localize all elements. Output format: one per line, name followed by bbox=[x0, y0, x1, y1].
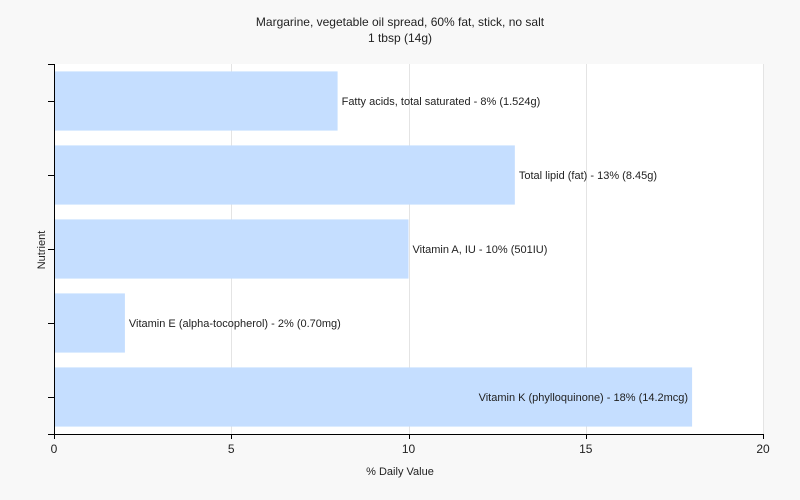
bar bbox=[54, 219, 409, 279]
x-tick-label: 10 bbox=[402, 442, 416, 456]
data-label: Total lipid (fat) - 13% (8.45g) bbox=[519, 170, 657, 182]
chart-title-block: Margarine, vegetable oil spread, 60% fat… bbox=[0, 14, 800, 46]
y-axis-label: Nutrient bbox=[36, 230, 48, 270]
data-label: Fatty acids, total saturated - 8% (1.524… bbox=[342, 96, 541, 108]
chart-subtitle: 1 tbsp (14g) bbox=[367, 31, 433, 45]
x-tick-label: 15 bbox=[579, 442, 593, 456]
bar bbox=[54, 71, 338, 131]
x-tick-label: 0 bbox=[51, 442, 58, 456]
x-tick-label: 5 bbox=[228, 442, 235, 456]
data-label: Vitamin A, IU - 10% (501IU) bbox=[413, 244, 548, 256]
bar bbox=[54, 367, 693, 427]
x-tick-label: 20 bbox=[756, 442, 770, 456]
data-label: Vitamin K (phylloquinone) - 18% (14.2mcg… bbox=[479, 392, 689, 404]
data-label: Vitamin E (alpha-tocopherol) - 2% (0.70m… bbox=[129, 318, 341, 330]
chart-title: Margarine, vegetable oil spread, 60% fat… bbox=[255, 15, 545, 29]
bar bbox=[54, 293, 125, 353]
bar bbox=[54, 145, 515, 205]
x-axis-label: % Daily Value bbox=[366, 466, 434, 478]
